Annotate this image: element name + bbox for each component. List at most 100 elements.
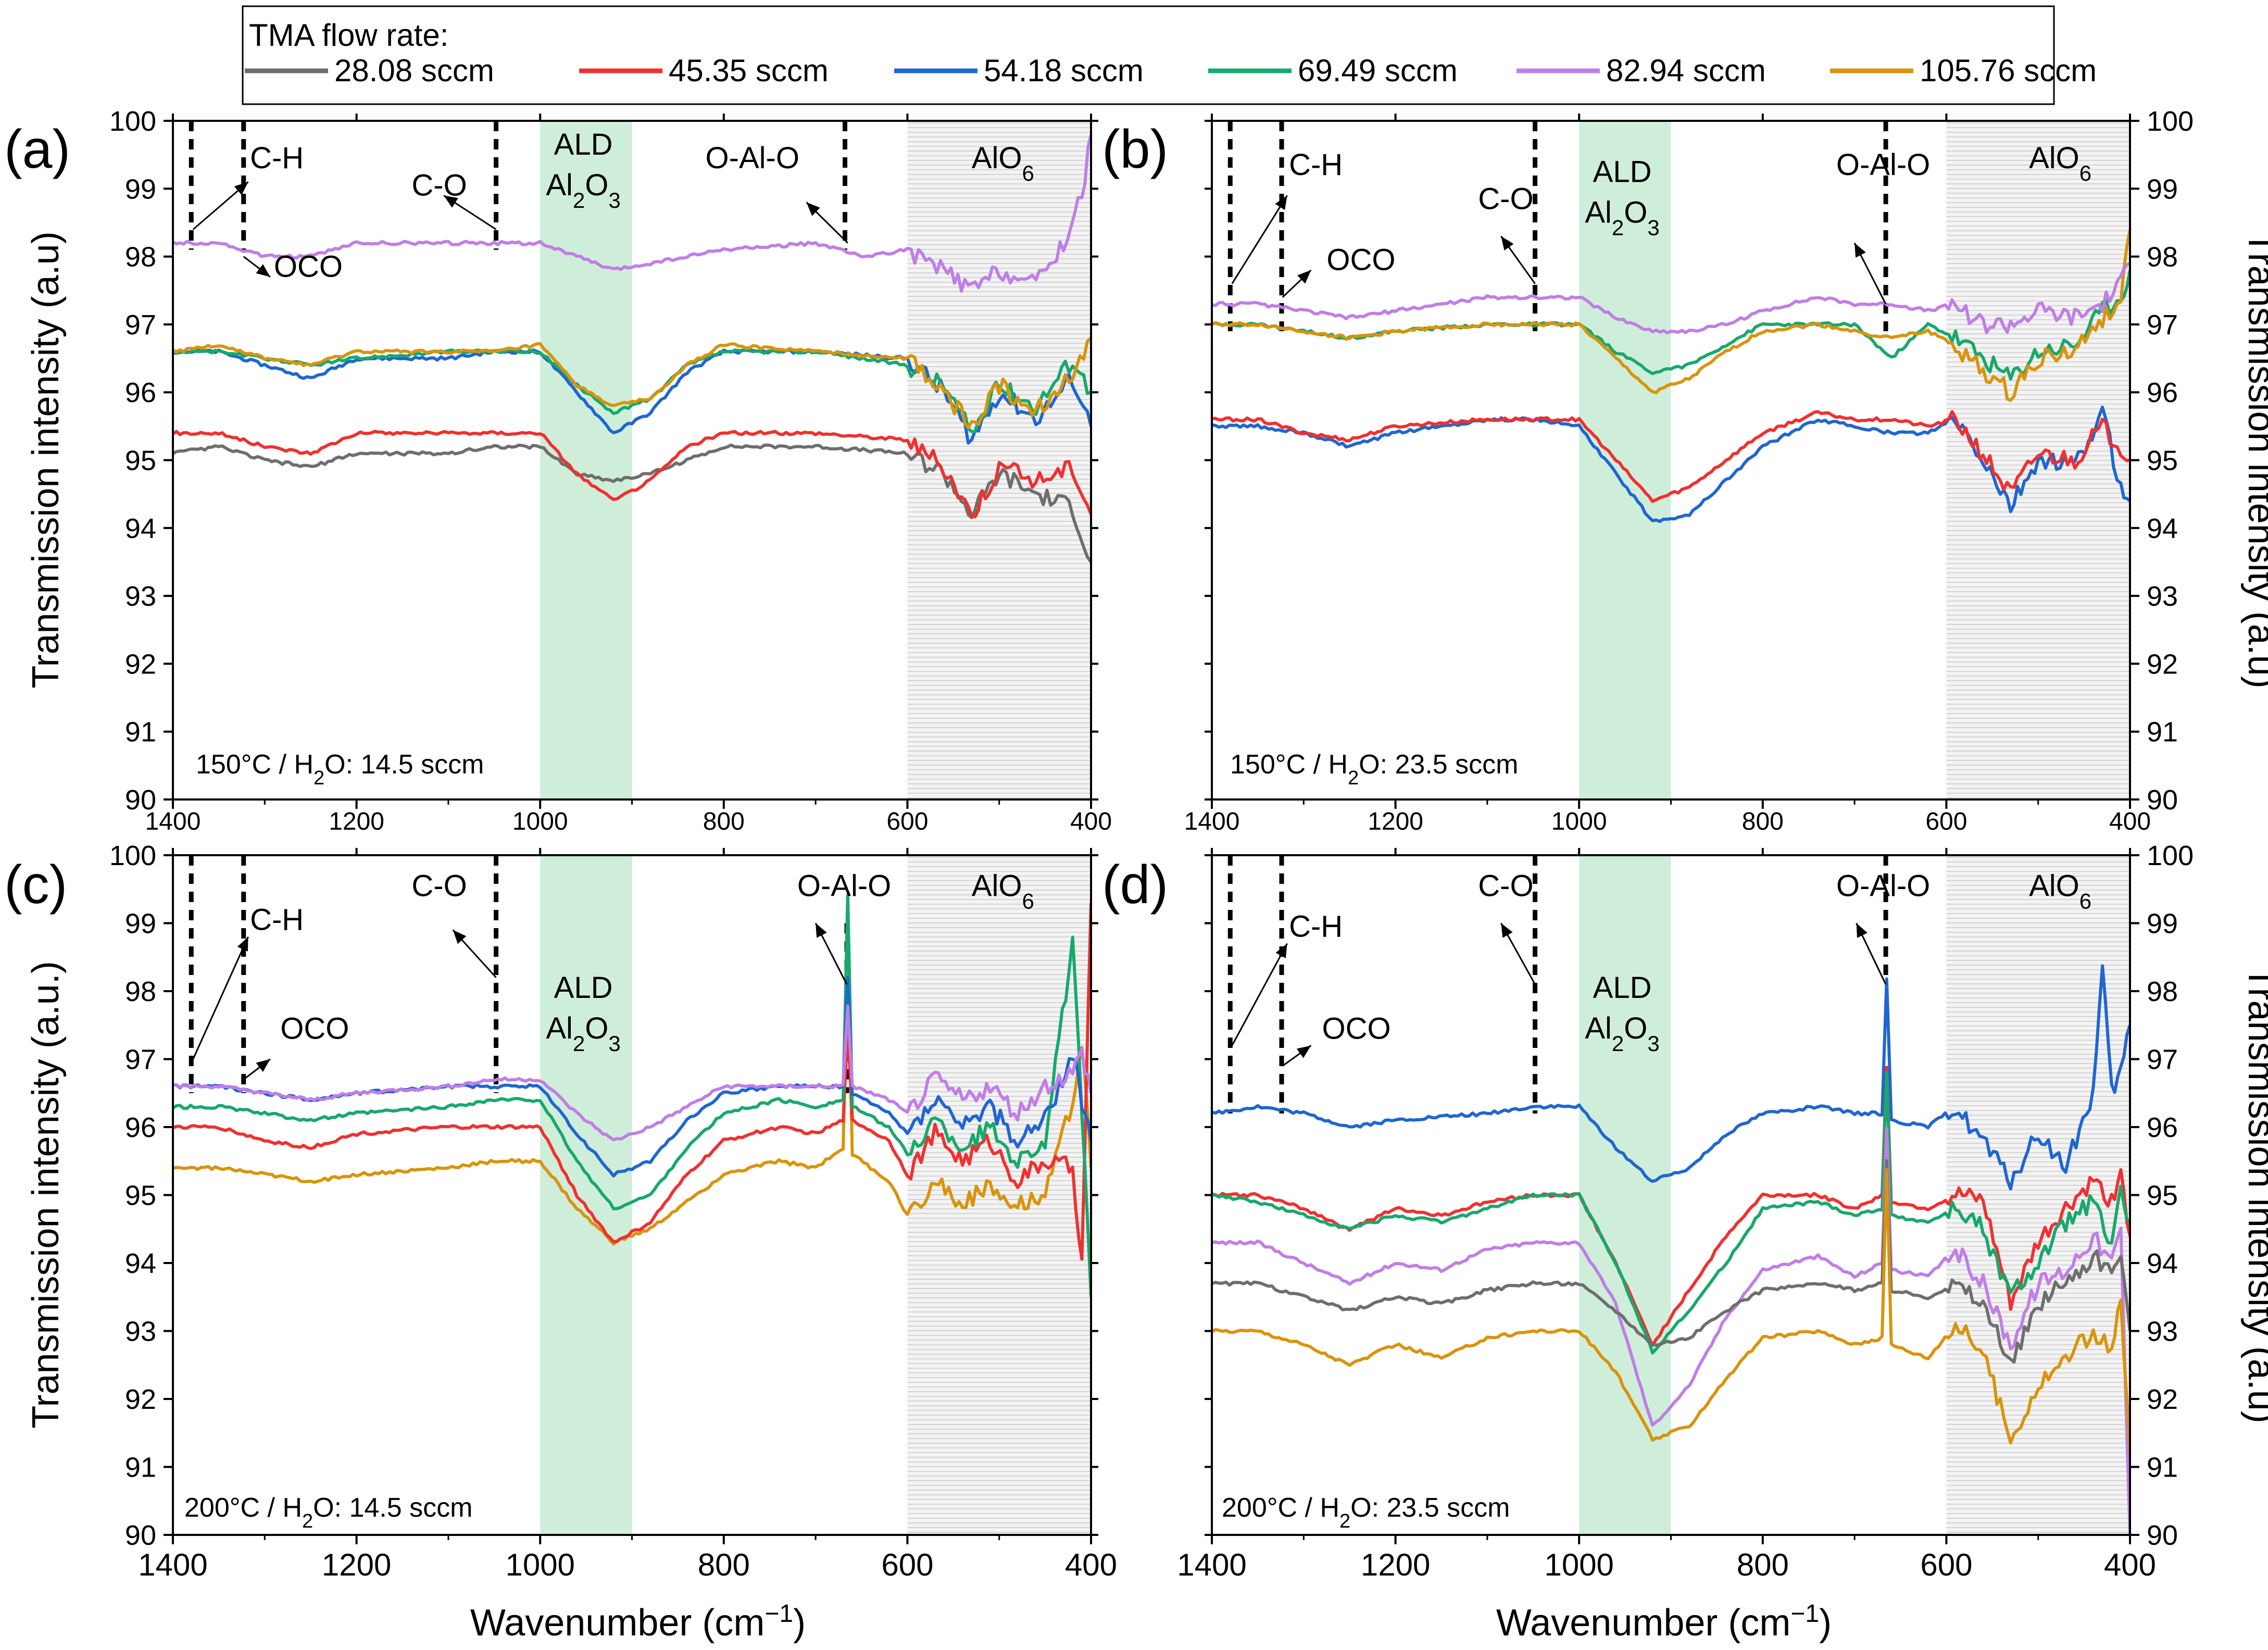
legend-label: 45.35 sccm bbox=[669, 53, 829, 88]
legend-label: 54.18 sccm bbox=[984, 53, 1144, 88]
legend: TMA flow rate: 28.08 sccm 45.35 sccm 54.18… bbox=[242, 5, 2097, 105]
y-tick-label: 98 bbox=[2147, 976, 2178, 1007]
y-tick-label: 96 bbox=[125, 1112, 156, 1143]
x-tick-label: 800 bbox=[1742, 808, 1784, 835]
series-line-10576 bbox=[1212, 229, 2130, 402]
legend-box bbox=[242, 5, 2055, 105]
annotation-label-al2o3: Al2O3 bbox=[546, 1011, 620, 1056]
y-tick-label: 99 bbox=[125, 173, 156, 205]
series-line-8294 bbox=[173, 1004, 1091, 1142]
y-tick-label: 91 bbox=[2147, 1452, 2178, 1483]
series-line-4535 bbox=[173, 430, 1091, 519]
annotation-label: OCO bbox=[1322, 1011, 1391, 1045]
y-tick-label: 94 bbox=[2147, 513, 2178, 544]
y-tick-label: 91 bbox=[2147, 717, 2178, 748]
x-axis-title-end: ) bbox=[793, 1602, 806, 1644]
annotation-arrowhead bbox=[1501, 923, 1513, 938]
annotation-arrowhead bbox=[1501, 236, 1514, 251]
x-tick-label: 600 bbox=[1925, 808, 1967, 835]
annotation-label: OCO bbox=[1326, 243, 1395, 277]
y-tick-label: 95 bbox=[2147, 445, 2178, 477]
annotation-label: C-O bbox=[1478, 182, 1533, 216]
panel-a: C-H OCO C-O O-Al-O ALD Al2O3 AlO6 1400 1200 1000 8… bbox=[4, 106, 1112, 835]
annotation-label: OCO bbox=[280, 1011, 349, 1045]
y-tick-label: 95 bbox=[2147, 1180, 2178, 1211]
x-tick-label: 1200 bbox=[329, 808, 384, 835]
x-tick-label: 1000 bbox=[1544, 1547, 1613, 1582]
annotation-main: AlO bbox=[2029, 869, 2079, 903]
x-tick-label: 1000 bbox=[1551, 808, 1607, 835]
series-line-6949 bbox=[173, 348, 1091, 433]
panel-label: (c) bbox=[4, 855, 67, 915]
y-tick-label: 100 bbox=[2147, 840, 2194, 871]
y-tick-label: 92 bbox=[125, 648, 156, 680]
series-group bbox=[173, 893, 1091, 1297]
x-tick-label: 1000 bbox=[505, 1547, 574, 1582]
y-tick-label: 100 bbox=[109, 840, 156, 871]
y-tick-label: 96 bbox=[125, 377, 156, 408]
y-axis-title: Transmission intensity (a.u.) bbox=[25, 961, 67, 1429]
annotation-label: C-O bbox=[411, 168, 467, 202]
legend-label: 105.76 sccm bbox=[1920, 53, 2097, 88]
condition-label: 150°C / H2O: 23.5 sccm bbox=[1230, 749, 1518, 789]
x-axis-title-end: ) bbox=[1819, 1602, 1832, 1644]
panel-label: (a) bbox=[4, 119, 70, 180]
y-tick-label: 96 bbox=[2147, 1112, 2178, 1143]
annotation-arrowhead bbox=[1296, 1045, 1311, 1058]
annotation-arrowhead bbox=[237, 936, 248, 952]
y-tick-label: 96 bbox=[2147, 377, 2178, 408]
x-tick-label: 1200 bbox=[1368, 808, 1423, 835]
alo6-band bbox=[907, 121, 1091, 799]
panel-label: (d) bbox=[1102, 855, 1168, 915]
annotation-sub: 6 bbox=[2079, 889, 2091, 913]
y-axis-title: Transmission intensity (a.u) bbox=[2240, 231, 2268, 689]
x-axis-title-sup: −1 bbox=[1790, 1600, 1819, 1628]
y-tick-label: 97 bbox=[2147, 1044, 2178, 1076]
x-tick-label: 800 bbox=[703, 808, 745, 835]
annotation-label: ALD bbox=[1593, 155, 1652, 189]
x-tick-label: 400 bbox=[2109, 808, 2151, 835]
annotation-main: AlO bbox=[2029, 141, 2079, 175]
x-axis-title-main: Wavenumber (cm bbox=[1496, 1602, 1790, 1644]
y-tick-label: 92 bbox=[125, 1384, 156, 1415]
y-tick-label: 93 bbox=[2147, 1316, 2178, 1347]
annotation-arrowhead bbox=[1856, 923, 1868, 938]
y-tick-label: 91 bbox=[125, 717, 156, 748]
y-tick-label: 94 bbox=[125, 513, 156, 544]
annotation-label: O-Al-O bbox=[1836, 148, 1930, 182]
series-line-10576 bbox=[173, 942, 1091, 1246]
annotation-arrowhead bbox=[816, 923, 827, 938]
y-tick-label: 93 bbox=[125, 581, 156, 612]
annotation-label: O-Al-O bbox=[706, 141, 799, 175]
x-tick-label: 1400 bbox=[1184, 808, 1240, 835]
annotation-label: ALD bbox=[554, 128, 613, 161]
x-axis-title-main: Wavenumber (cm bbox=[470, 1602, 765, 1644]
ald-band bbox=[1579, 121, 1671, 799]
x-axis-title-right: Wavenumber (cm−1) bbox=[1496, 1600, 1832, 1644]
annotation-arrowhead bbox=[1297, 270, 1311, 284]
series-line-10576 bbox=[173, 336, 1091, 429]
annotation-label-al2o3: Al2O3 bbox=[1585, 1011, 1659, 1056]
y-tick-label: 92 bbox=[2147, 1384, 2178, 1415]
y-tick-label: 98 bbox=[125, 976, 156, 1007]
x-tick-label: 400 bbox=[1065, 1547, 1117, 1582]
annotation-arrowhead bbox=[453, 930, 467, 944]
x-tick-label: 1400 bbox=[138, 1547, 207, 1582]
legend-label: 28.08 sccm bbox=[334, 53, 494, 88]
ald-band bbox=[540, 121, 632, 799]
series-line-5418 bbox=[1212, 964, 2130, 1191]
annotation-arrowhead bbox=[1275, 195, 1287, 210]
annotation-label: C-O bbox=[411, 869, 467, 903]
annotation-main: AlO bbox=[972, 869, 1022, 903]
series-line-6949 bbox=[1212, 270, 2130, 381]
y-tick-label: 95 bbox=[125, 445, 156, 477]
x-tick-label: 400 bbox=[2104, 1547, 2156, 1582]
annotation-label: AlO6 bbox=[2029, 141, 2091, 185]
y-tick-label: 93 bbox=[125, 1316, 156, 1347]
x-tick-label: 1000 bbox=[512, 808, 568, 835]
condition-label: 200°C / H2O: 23.5 sccm bbox=[1222, 1493, 1510, 1532]
annotation-label: O-Al-O bbox=[1836, 869, 1930, 903]
y-tick-label: 90 bbox=[125, 1520, 156, 1551]
